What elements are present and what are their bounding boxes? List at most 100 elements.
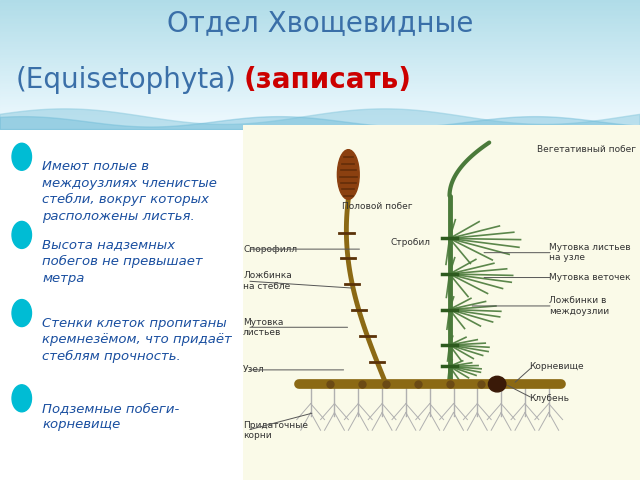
Bar <box>0 118 640 120</box>
Bar <box>0 36 640 37</box>
Bar <box>0 65 640 66</box>
Bar <box>0 52 640 53</box>
Bar <box>0 16 640 18</box>
Bar <box>0 21 640 23</box>
Bar <box>0 60 640 61</box>
Bar <box>0 120 640 121</box>
Text: Стробил: Стробил <box>390 238 430 247</box>
Bar <box>0 70 640 72</box>
Bar <box>0 74 640 76</box>
Bar <box>0 92 640 94</box>
Bar <box>0 128 640 130</box>
Bar <box>0 105 640 107</box>
Bar <box>0 63 640 65</box>
Bar <box>0 123 640 125</box>
Bar <box>0 48 640 50</box>
Circle shape <box>12 221 31 249</box>
Bar <box>0 12 640 13</box>
Bar <box>0 78 640 79</box>
Circle shape <box>12 143 31 170</box>
Bar <box>0 121 640 123</box>
Bar <box>0 29 640 31</box>
Bar <box>0 94 640 96</box>
Text: Мутовка веточек: Мутовка веточек <box>548 273 630 282</box>
Circle shape <box>488 376 506 392</box>
Bar <box>0 26 640 27</box>
Bar <box>0 66 640 68</box>
Bar <box>0 13 640 14</box>
Bar <box>0 108 640 110</box>
Text: Ложбинки в
междоузлии: Ложбинки в междоузлии <box>548 296 609 316</box>
Text: Стенки клеток пропитаны
кремнезёмом, что придаёт
стеблям прочность.: Стенки клеток пропитаны кремнезёмом, что… <box>42 317 232 363</box>
Bar <box>0 31 640 33</box>
Bar <box>0 24 640 26</box>
Bar <box>0 18 640 19</box>
Bar <box>0 76 640 78</box>
Text: Клубень: Клубень <box>529 394 569 403</box>
Bar <box>0 104 640 105</box>
Bar <box>0 83 640 84</box>
Text: Имеют полые в
междоузлиях членистые
стебли, вокруг которых
расположены листья.: Имеют полые в междоузлиях членистые стеб… <box>42 160 217 223</box>
Text: Мутовка
листьев: Мутовка листьев <box>243 318 284 337</box>
Text: Придаточные
корни: Придаточные корни <box>243 420 308 440</box>
Bar <box>0 3 640 5</box>
Bar <box>0 125 640 126</box>
Bar <box>0 8 640 10</box>
Ellipse shape <box>337 150 359 199</box>
Bar <box>0 27 640 29</box>
Bar <box>0 86 640 87</box>
Bar <box>0 46 640 47</box>
Bar <box>0 53 640 55</box>
Bar <box>0 0 640 1</box>
Bar <box>0 96 640 97</box>
Bar <box>0 34 640 36</box>
Bar <box>0 23 640 24</box>
Bar <box>0 100 640 102</box>
Text: Корневище: Корневище <box>529 362 584 371</box>
Text: Узел: Узел <box>243 365 265 374</box>
Text: Вегетативный побег: Вегетативный побег <box>537 145 636 154</box>
Bar <box>0 91 640 92</box>
Bar <box>0 68 640 70</box>
Bar <box>0 102 640 104</box>
Bar <box>0 126 640 128</box>
Bar <box>0 81 640 83</box>
Bar <box>0 59 640 60</box>
Bar <box>0 115 640 117</box>
Bar <box>0 113 640 115</box>
Text: Половой побег: Половой побег <box>342 202 413 211</box>
Bar <box>0 55 640 57</box>
Bar <box>0 5 640 7</box>
Bar <box>0 42 640 44</box>
Bar <box>0 61 640 63</box>
Circle shape <box>12 300 31 326</box>
Bar <box>0 37 640 39</box>
Bar <box>0 33 640 34</box>
Bar <box>0 97 640 99</box>
Bar <box>0 44 640 46</box>
Bar <box>0 19 640 21</box>
Text: Высота надземных
побегов не превышает
метра: Высота надземных побегов не превышает ме… <box>42 239 203 285</box>
Bar <box>0 14 640 16</box>
Bar <box>0 72 640 73</box>
Bar <box>0 10 640 12</box>
Bar <box>0 99 640 100</box>
Circle shape <box>12 385 31 412</box>
Bar <box>0 40 640 42</box>
Bar <box>0 50 640 52</box>
Text: Отдел Хвощевидные: Отдел Хвощевидные <box>167 9 473 37</box>
Bar <box>0 84 640 86</box>
Bar <box>0 7 640 8</box>
Bar <box>0 89 640 91</box>
Text: Подземные побеги-
корневище: Подземные побеги- корневище <box>42 402 179 432</box>
Text: (Equisetophyta): (Equisetophyta) <box>16 66 237 95</box>
Bar <box>0 107 640 108</box>
Bar <box>0 39 640 40</box>
Bar <box>0 112 640 113</box>
Bar <box>0 87 640 89</box>
Text: Спорофилл: Спорофилл <box>243 245 298 253</box>
Bar <box>0 117 640 118</box>
Bar <box>0 110 640 112</box>
Bar <box>0 73 640 74</box>
Bar <box>0 79 640 81</box>
